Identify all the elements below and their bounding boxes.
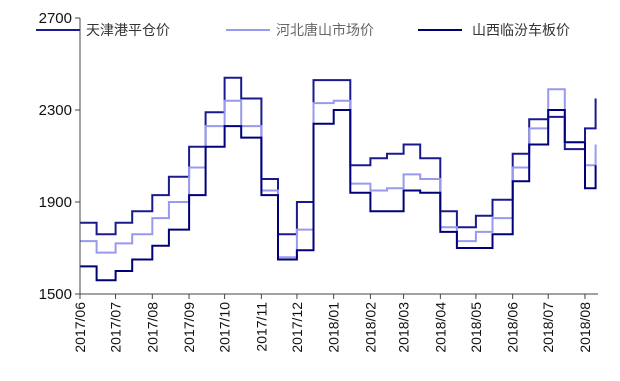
legend-label-1: 天津港平仓价 — [86, 23, 170, 39]
axes — [75, 17, 598, 299]
x-tick-label: 2017/10 — [217, 302, 233, 353]
y-tick-label: 1500 — [39, 286, 72, 303]
x-tick-label: 2018/04 — [432, 302, 448, 353]
x-tick-label: 2018/05 — [468, 302, 484, 353]
x-tick-label: 2017/11 — [253, 302, 269, 352]
legend: 天津港平仓价 河北唐山市场价 山西临汾车板价 — [36, 22, 570, 39]
y-tick-label: 1900 — [39, 194, 72, 211]
y-tick-label: 2300 — [39, 102, 72, 119]
x-tick-label: 2018/08 — [577, 302, 593, 353]
series-line-3 — [80, 109, 597, 282]
legend-label-3: 山西临汾车板价 — [472, 22, 570, 39]
x-tick-label: 2018/06 — [505, 302, 521, 353]
series-line-2 — [80, 88, 597, 259]
x-tick-label: 2017/08 — [144, 302, 160, 353]
x-tick-label: 2017/07 — [108, 302, 124, 353]
series-lines — [80, 76, 597, 282]
y-tick-label: 2700 — [39, 10, 72, 27]
x-tick-label: 2018/03 — [396, 302, 412, 353]
legend-label-2: 河北唐山市场价 — [276, 22, 374, 39]
x-tick-label: 2018/01 — [326, 302, 342, 353]
x-tick-label: 2018/02 — [362, 302, 378, 353]
tick-labels: 1500 1900 2300 2700 2017/06 2017/07 2017/08 201… — [39, 10, 593, 353]
x-tick-label: 2018/07 — [540, 302, 556, 353]
x-tick-label: 2017/09 — [181, 302, 197, 353]
x-tick-label: 2017/06 — [72, 302, 88, 353]
x-tick-label: 2017/12 — [289, 302, 305, 353]
